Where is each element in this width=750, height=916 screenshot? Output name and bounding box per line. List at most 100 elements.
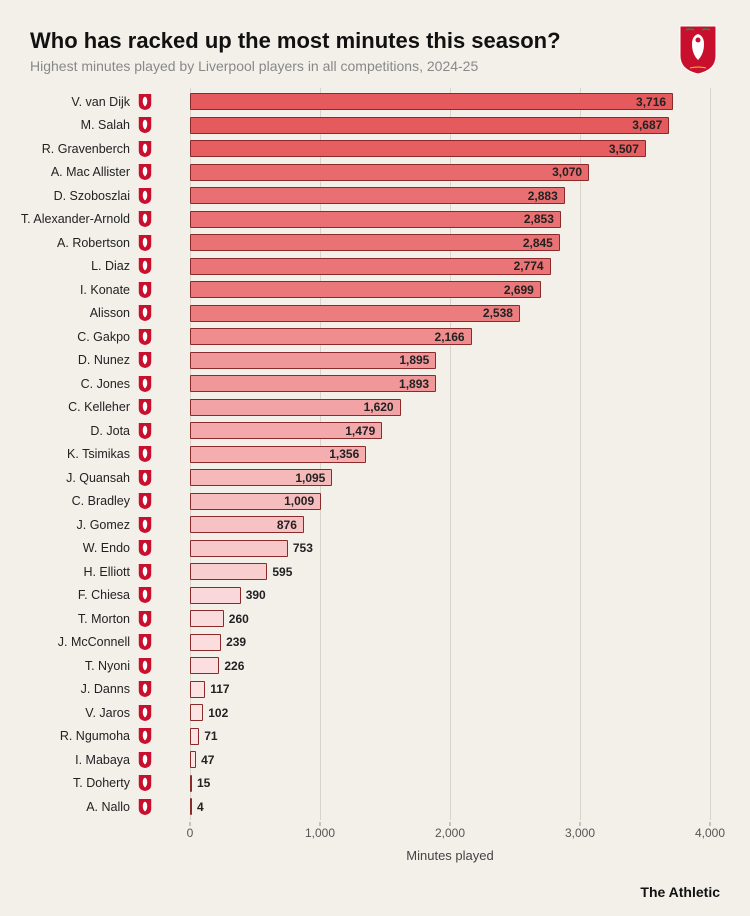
bar: 3,507: [190, 140, 646, 157]
player-row: T. Doherty 15: [160, 772, 710, 796]
player-row: A. Robertson 2,845: [160, 231, 710, 255]
club-crest-icon: [136, 140, 154, 158]
player-row: J. McConnell 239: [160, 631, 710, 655]
bar: 4: [190, 798, 192, 815]
player-name: Alisson: [0, 306, 130, 320]
x-axis-label: Minutes played: [406, 848, 493, 863]
player-name: R. Gravenberch: [0, 142, 130, 156]
player-row: V. Jaros 102: [160, 701, 710, 725]
bar: 753: [190, 540, 288, 557]
value-label: 1,479: [345, 424, 375, 438]
gridline: [710, 88, 711, 820]
club-crest-icon: [136, 633, 154, 651]
club-crest-icon: [136, 93, 154, 111]
player-name: T. Nyoni: [0, 659, 130, 673]
bar: 2,845: [190, 234, 560, 251]
player-name: D. Szoboszlai: [0, 189, 130, 203]
player-row: T. Nyoni 226: [160, 654, 710, 678]
value-label: 3,070: [552, 165, 582, 179]
value-label: 2,853: [524, 212, 554, 226]
player-row: C. Jones 1,893: [160, 372, 710, 396]
value-label: 1,893: [399, 377, 429, 391]
bar: 260: [190, 610, 224, 627]
value-label: 1,356: [329, 447, 359, 461]
bar: 71: [190, 728, 199, 745]
value-label: 15: [197, 776, 210, 790]
player-name: T. Morton: [0, 612, 130, 626]
player-row: T. Morton 260: [160, 607, 710, 631]
value-label: 239: [226, 635, 246, 649]
club-crest-icon: [136, 375, 154, 393]
player-name: R. Ngumoha: [0, 729, 130, 743]
club-crest-icon: [136, 727, 154, 745]
club-crest-icon: [136, 704, 154, 722]
club-crest-icon: [136, 281, 154, 299]
player-name: L. Diaz: [0, 259, 130, 273]
club-crest-icon: [136, 351, 154, 369]
bar: 1,356: [190, 446, 366, 463]
bar: 1,895: [190, 352, 436, 369]
bar: 876: [190, 516, 304, 533]
player-name: I. Konate: [0, 283, 130, 297]
bar: 595: [190, 563, 267, 580]
club-crest-icon: [136, 234, 154, 252]
player-row: M. Salah 3,687: [160, 114, 710, 138]
liverpool-crest-icon: [676, 24, 720, 76]
value-label: 47: [201, 753, 214, 767]
player-row: L. Diaz 2,774: [160, 255, 710, 279]
x-tick-label: 4,000: [695, 826, 725, 840]
player-name: T. Doherty: [0, 776, 130, 790]
bar: 1,479: [190, 422, 382, 439]
player-name: D. Jota: [0, 424, 130, 438]
bar: 1,620: [190, 399, 401, 416]
value-label: 2,883: [528, 189, 558, 203]
x-tick-label: 3,000: [565, 826, 595, 840]
club-crest-icon: [136, 492, 154, 510]
club-crest-icon: [136, 422, 154, 440]
player-name: V. Jaros: [0, 706, 130, 720]
club-crest-icon: [136, 680, 154, 698]
player-row: F. Chiesa 390: [160, 584, 710, 608]
player-row: V. van Dijk 3,716: [160, 90, 710, 114]
value-label: 1,095: [295, 471, 325, 485]
value-label: 390: [246, 588, 266, 602]
x-tick-label: 2,000: [435, 826, 465, 840]
player-name: V. van Dijk: [0, 95, 130, 109]
bar: 2,883: [190, 187, 565, 204]
player-row: C. Kelleher 1,620: [160, 396, 710, 420]
player-name: A. Robertson: [0, 236, 130, 250]
player-row: I. Mabaya 47: [160, 748, 710, 772]
bar: 3,687: [190, 117, 669, 134]
player-row: R. Gravenberch 3,507: [160, 137, 710, 161]
club-crest-icon: [136, 798, 154, 816]
bar: 390: [190, 587, 241, 604]
value-label: 2,699: [504, 283, 534, 297]
player-name: J. McConnell: [0, 635, 130, 649]
club-crest-icon: [136, 187, 154, 205]
club-crest-icon: [136, 328, 154, 346]
player-name: W. Endo: [0, 541, 130, 555]
player-name: C. Bradley: [0, 494, 130, 508]
player-row: A. Mac Allister 3,070: [160, 161, 710, 185]
player-name: I. Mabaya: [0, 753, 130, 767]
player-name: J. Danns: [0, 682, 130, 696]
club-crest-icon: [136, 210, 154, 228]
player-row: H. Elliott 595: [160, 560, 710, 584]
club-crest-icon: [136, 304, 154, 322]
chart-header: Who has racked up the most minutes this …: [30, 28, 720, 74]
bar: 47: [190, 751, 196, 768]
bar: 3,716: [190, 93, 673, 110]
player-row: D. Jota 1,479: [160, 419, 710, 443]
bar: 3,070: [190, 164, 589, 181]
club-crest-icon: [136, 398, 154, 416]
value-label: 2,166: [435, 330, 465, 344]
player-name: M. Salah: [0, 118, 130, 132]
club-crest-icon: [136, 751, 154, 769]
chart-subtitle: Highest minutes played by Liverpool play…: [30, 58, 720, 74]
bar: 1,095: [190, 469, 332, 486]
value-label: 2,845: [523, 236, 553, 250]
player-row: I. Konate 2,699: [160, 278, 710, 302]
player-name: A. Mac Allister: [0, 165, 130, 179]
bar: 2,853: [190, 211, 561, 228]
player-name: C. Jones: [0, 377, 130, 391]
